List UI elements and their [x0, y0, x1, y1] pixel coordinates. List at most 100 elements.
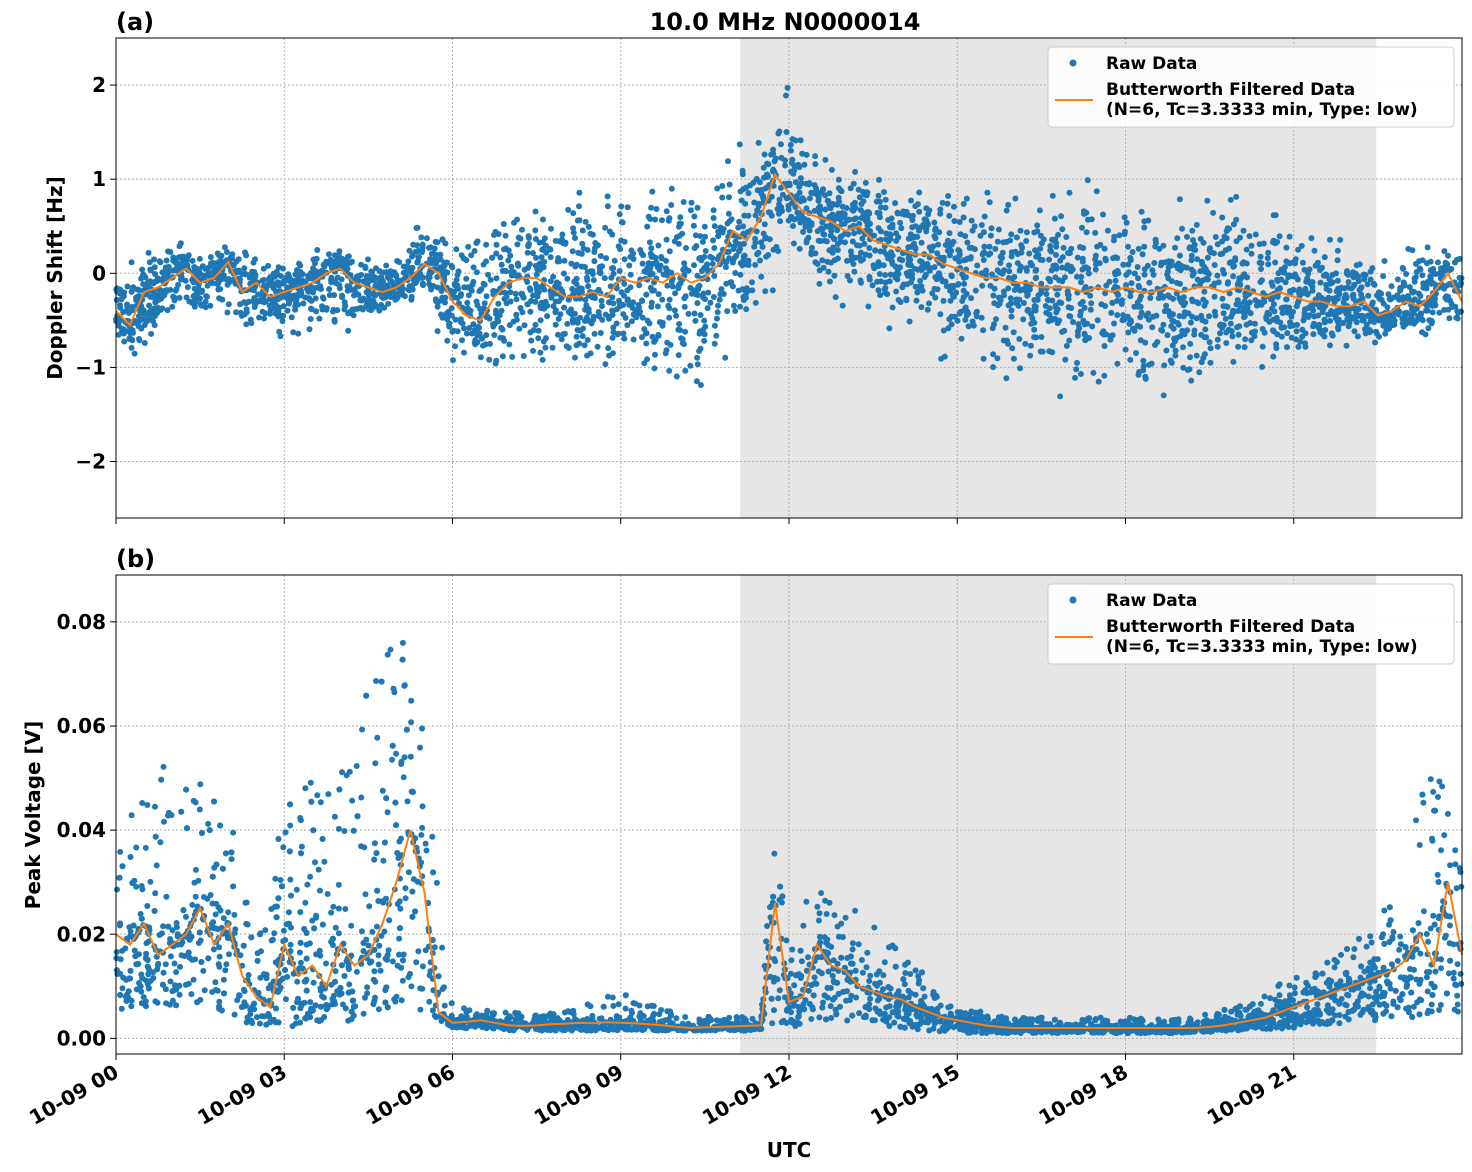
raw-point	[128, 336, 135, 343]
raw-point	[726, 181, 733, 188]
raw-point	[675, 283, 682, 290]
raw-point	[621, 335, 628, 342]
raw-point	[719, 194, 726, 201]
raw-point	[146, 302, 153, 309]
raw-point	[204, 282, 211, 289]
raw-point	[637, 247, 644, 253]
raw-point	[1351, 328, 1358, 335]
raw-point	[663, 208, 670, 215]
raw-point	[701, 253, 708, 260]
raw-point	[144, 903, 151, 909]
raw-point	[392, 296, 399, 303]
raw-point	[124, 303, 131, 310]
raw-point	[326, 251, 332, 258]
raw-point	[1006, 262, 1012, 269]
raw-point	[732, 270, 739, 276]
raw-point	[1246, 299, 1253, 306]
raw-point	[597, 253, 604, 259]
raw-point	[1158, 262, 1164, 269]
raw-point	[1107, 336, 1114, 343]
raw-point	[1063, 342, 1070, 349]
raw-point	[319, 294, 326, 301]
raw-point	[295, 330, 302, 337]
raw-point	[175, 281, 182, 288]
raw-point	[548, 294, 555, 301]
raw-point	[697, 233, 704, 240]
raw-point	[331, 292, 338, 299]
raw-point	[1320, 272, 1327, 279]
raw-point	[740, 223, 747, 230]
raw-point	[470, 264, 477, 271]
raw-point	[542, 303, 549, 310]
raw-point	[331, 318, 338, 325]
raw-point	[905, 235, 912, 242]
raw-point	[701, 317, 708, 324]
raw-point	[962, 274, 969, 281]
raw-point	[666, 248, 673, 255]
raw-point	[778, 154, 785, 161]
raw-point	[1430, 788, 1437, 795]
raw-point	[627, 284, 634, 291]
raw-point	[621, 280, 628, 287]
raw-point	[687, 362, 694, 369]
raw-point	[1364, 312, 1371, 319]
raw-point	[532, 227, 539, 234]
raw-point	[1252, 231, 1259, 238]
raw-point	[184, 284, 191, 291]
raw-point	[1343, 294, 1350, 301]
raw-point	[745, 190, 752, 197]
raw-point	[373, 281, 380, 288]
raw-point	[1204, 269, 1211, 276]
raw-point	[851, 268, 858, 275]
raw-point	[1059, 226, 1066, 233]
raw-point	[905, 260, 912, 266]
raw-point	[154, 309, 161, 316]
raw-point	[1128, 280, 1135, 287]
raw-point	[1226, 225, 1233, 232]
raw-point	[1082, 284, 1089, 290]
raw-point	[1120, 261, 1127, 268]
raw-point	[1046, 276, 1053, 283]
raw-point	[737, 188, 744, 195]
raw-point	[428, 250, 435, 257]
raw-point	[1200, 296, 1207, 303]
raw-point	[875, 287, 882, 294]
raw-point	[584, 274, 590, 281]
raw-point	[1419, 329, 1425, 336]
raw-point	[548, 225, 554, 232]
raw-point	[1207, 345, 1214, 352]
raw-point	[1136, 284, 1143, 291]
raw-point	[1458, 308, 1464, 315]
raw-point	[1310, 331, 1317, 338]
raw-point	[877, 248, 884, 255]
raw-point	[918, 258, 925, 265]
raw-point	[721, 258, 728, 265]
raw-point	[449, 264, 456, 271]
raw-point	[182, 277, 189, 284]
raw-point	[145, 249, 152, 256]
raw-point	[1085, 270, 1092, 277]
raw-point	[881, 189, 887, 195]
raw-point	[787, 147, 794, 154]
raw-point	[459, 337, 465, 344]
raw-point	[198, 301, 204, 308]
raw-point	[290, 329, 297, 336]
raw-point	[242, 249, 248, 256]
raw-point	[1198, 258, 1205, 265]
raw-point	[477, 354, 484, 361]
raw-point	[668, 202, 675, 208]
raw-point	[411, 277, 417, 284]
raw-point	[434, 328, 441, 335]
raw-point	[873, 198, 880, 205]
raw-point	[1109, 299, 1116, 306]
raw-point	[989, 325, 996, 332]
raw-point	[1265, 249, 1272, 256]
raw-point	[1355, 306, 1362, 312]
raw-point	[1203, 334, 1210, 341]
raw-point	[826, 213, 833, 220]
raw-point	[1169, 342, 1176, 349]
raw-point	[816, 280, 823, 287]
raw-point	[1265, 311, 1272, 318]
raw-point	[580, 245, 587, 252]
raw-point	[694, 204, 701, 211]
